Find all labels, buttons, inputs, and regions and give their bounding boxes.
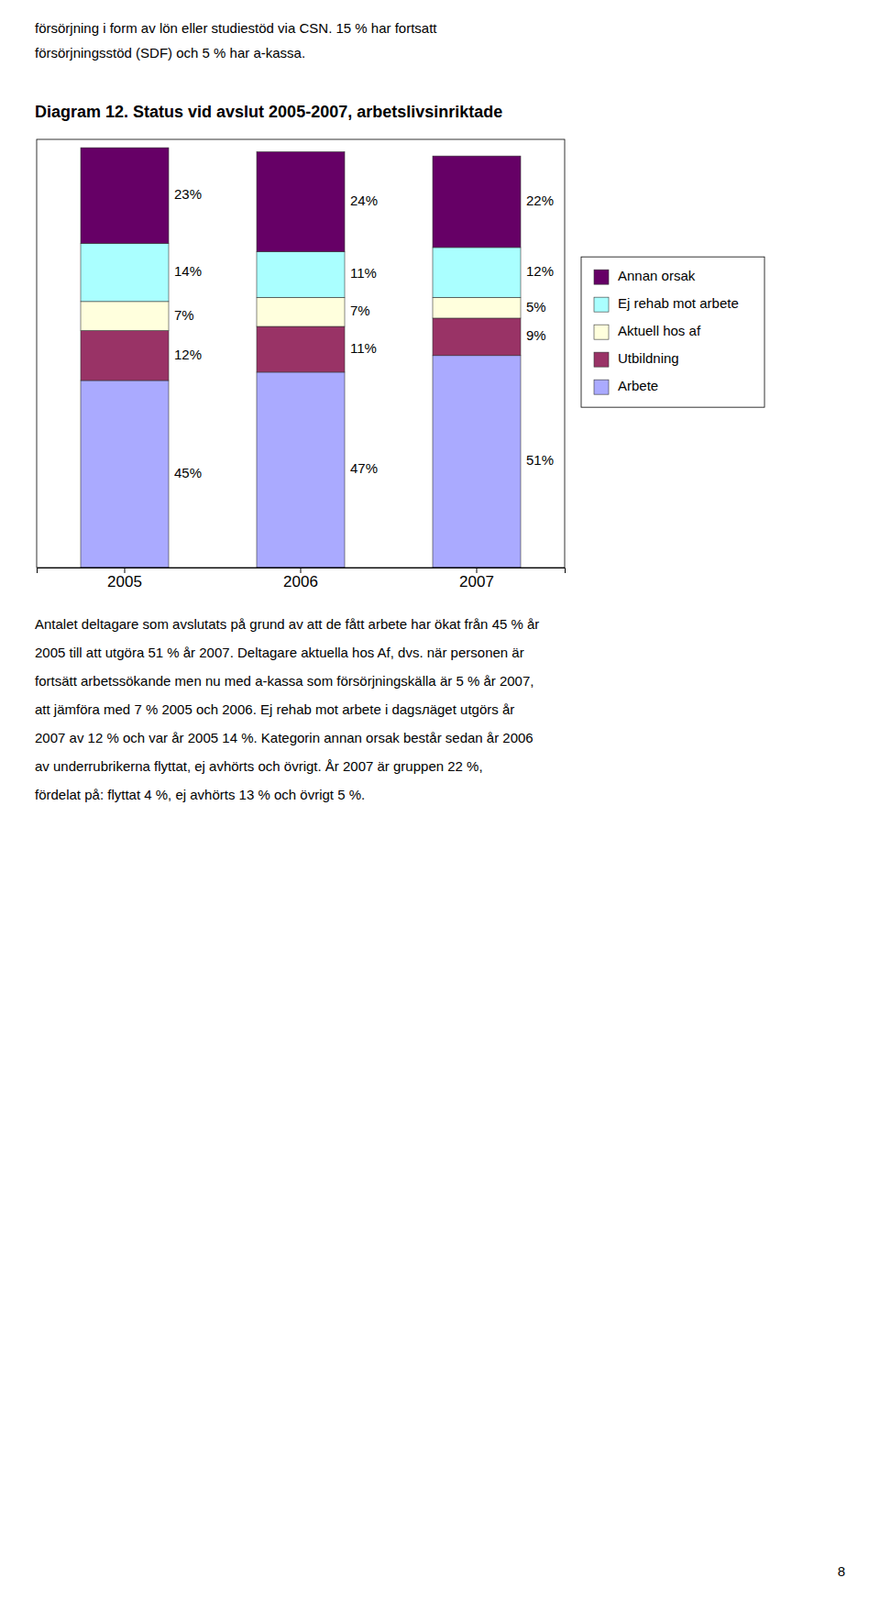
- bar: [256, 251, 345, 297]
- chart-page: försörjning i form av lön eller studiest…: [0, 0, 880, 1600]
- body-text: fortsätt arbetssökande men nu med a-kass…: [34, 672, 534, 689]
- legend-box: [581, 256, 765, 407]
- bar: [432, 155, 521, 248]
- data-label: 23%: [174, 186, 202, 202]
- data-label: 5%: [526, 298, 547, 315]
- bar: [80, 330, 169, 381]
- legend-label: Utbildning: [617, 350, 680, 366]
- bar: [432, 297, 521, 319]
- legend-swatch: [594, 379, 609, 395]
- x-axis: 2005 2006 2007: [37, 567, 566, 591]
- bar-series: [80, 147, 521, 252]
- data-label: 47%: [350, 460, 378, 476]
- chart-title: Diagram 12. Status vid avslut 2005-2007,…: [34, 102, 503, 121]
- x-tick: 2006: [283, 567, 319, 591]
- legend-label: Annan orsak: [617, 267, 696, 284]
- legend-swatch: [594, 352, 609, 367]
- legend-swatch: [594, 324, 609, 340]
- bar: [80, 147, 169, 243]
- x-tick: 2005: [107, 567, 143, 591]
- bar-series: [80, 242, 521, 301]
- data-label: 51%: [526, 451, 554, 468]
- bar: [80, 242, 169, 301]
- bar-series: [80, 355, 521, 568]
- legend: Annan orsak Ej rehab mot arbete Aktuell ho…: [581, 256, 765, 407]
- data-label: 22%: [526, 192, 554, 209]
- top-text: försörjningsstöd (SDF) och 5 % har a-kas…: [34, 44, 306, 61]
- legend-swatch: [594, 269, 609, 285]
- plot-frame: [36, 139, 565, 568]
- body-text: av underrubrikerna flyttat, ej avhörts o…: [34, 758, 484, 774]
- bar: [80, 380, 169, 568]
- body-text: 2005 till att utgöra 51 % år 2007. Delta…: [34, 644, 525, 660]
- x-tick: 2007: [459, 567, 495, 591]
- bar-series: [80, 297, 521, 330]
- bar: [256, 326, 345, 373]
- body-text: 2007 av 12 % och var år 2005 14 %. Kateg…: [34, 729, 534, 746]
- legend-label: Ej rehab mot arbete: [617, 295, 739, 311]
- data-label: 24%: [350, 192, 378, 209]
- data-label: 12%: [526, 263, 554, 279]
- data-label: 45%: [174, 464, 202, 481]
- body-text: fördelat på: flyttat 4 %, ej avhörts 13 …: [34, 786, 365, 803]
- data-label: 11%: [350, 340, 377, 356]
- bar: [256, 152, 345, 253]
- legend-label: Arbete: [617, 377, 659, 394]
- data-label: 7%: [350, 302, 371, 319]
- bar: [256, 297, 345, 327]
- body-text: Antalet deltagare som avslutats på grund…: [34, 616, 539, 632]
- x-tick-label: 2005: [107, 572, 143, 591]
- bar: [432, 247, 521, 297]
- data-label: 7%: [174, 307, 195, 323]
- data-label: 12%: [174, 346, 202, 363]
- body-text: att jämföra med 7 % 2005 och 2006. Ej re…: [34, 701, 515, 717]
- data-label: 14%: [174, 263, 202, 279]
- legend-swatch: [594, 297, 609, 312]
- bar: [256, 372, 345, 568]
- bar: [432, 355, 521, 568]
- plot-area: 45% 47% 51% 12% 11% 9% 7% 7% 5% 14% 11% 12% 23% 24% 22…: [36, 139, 566, 591]
- bar: [432, 318, 521, 356]
- data-labels: 45% 47% 51% 12% 11% 9% 7% 7% 5% 14% 11% 12% 23% 24% 22…: [174, 186, 554, 481]
- legend-label: Aktuell hos af: [617, 322, 702, 339]
- x-tick-label: 2007: [459, 572, 495, 591]
- bar: [80, 301, 169, 331]
- data-label: 9%: [526, 327, 547, 343]
- top-text: försörjning i form av lön eller studiest…: [34, 20, 438, 36]
- data-label: 11%: [350, 264, 377, 281]
- bars: [80, 147, 521, 568]
- page-number: 8: [837, 1562, 846, 1579]
- x-tick-label: 2006: [283, 572, 319, 591]
